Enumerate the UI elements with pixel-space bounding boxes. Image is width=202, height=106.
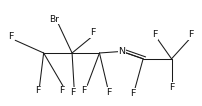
Text: F: F bbox=[8, 32, 14, 41]
Text: F: F bbox=[151, 31, 157, 39]
Text: F: F bbox=[89, 28, 95, 37]
Text: Br: Br bbox=[49, 15, 58, 24]
Text: F: F bbox=[105, 88, 111, 97]
Text: F: F bbox=[81, 86, 86, 95]
Text: N: N bbox=[118, 47, 125, 56]
Text: F: F bbox=[59, 86, 64, 95]
Text: F: F bbox=[35, 86, 40, 95]
Text: F: F bbox=[70, 88, 75, 97]
Text: F: F bbox=[169, 83, 174, 92]
Text: F: F bbox=[130, 89, 135, 98]
Text: F: F bbox=[187, 31, 193, 39]
